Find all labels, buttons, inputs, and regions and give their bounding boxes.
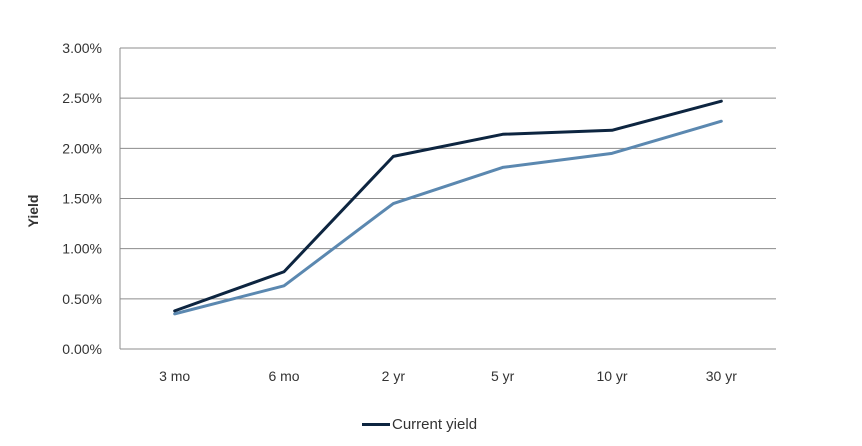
x-tick-label: 30 yr (706, 368, 737, 384)
legend: Current yield (362, 416, 477, 433)
y-tick-label: 3.00% (62, 40, 102, 56)
y-tick-label: 1.00% (62, 241, 102, 257)
y-axis-title: Yield (25, 195, 41, 228)
y-axis-tick-labels: 0.00% 0.50% 1.00% 1.50% 2.00% 2.50% 3.00% (62, 40, 102, 357)
series-lines (173, 99, 723, 316)
legend-label-current-yield: Current yield (392, 416, 478, 433)
y-tick-label: 2.00% (62, 140, 102, 156)
x-tick-label: 10 yr (596, 368, 627, 384)
legend-swatch-current-yield (362, 423, 390, 426)
y-tick-label: 0.50% (62, 291, 102, 307)
x-tick-label: 2 yr (382, 368, 406, 384)
x-tick-label: 3 mo (159, 368, 190, 384)
y-tick-label: 1.50% (62, 191, 102, 207)
x-tick-label: 6 mo (268, 368, 299, 384)
series-line-1 (173, 119, 723, 316)
x-tick-label: 5 yr (491, 368, 515, 384)
y-tick-label: 0.00% (62, 341, 102, 357)
series-line-0 (173, 99, 723, 313)
x-axis-tick-labels: 3 mo 6 mo 2 yr 5 yr 10 yr 30 yr (159, 368, 737, 384)
y-tick-label: 2.50% (62, 90, 102, 106)
